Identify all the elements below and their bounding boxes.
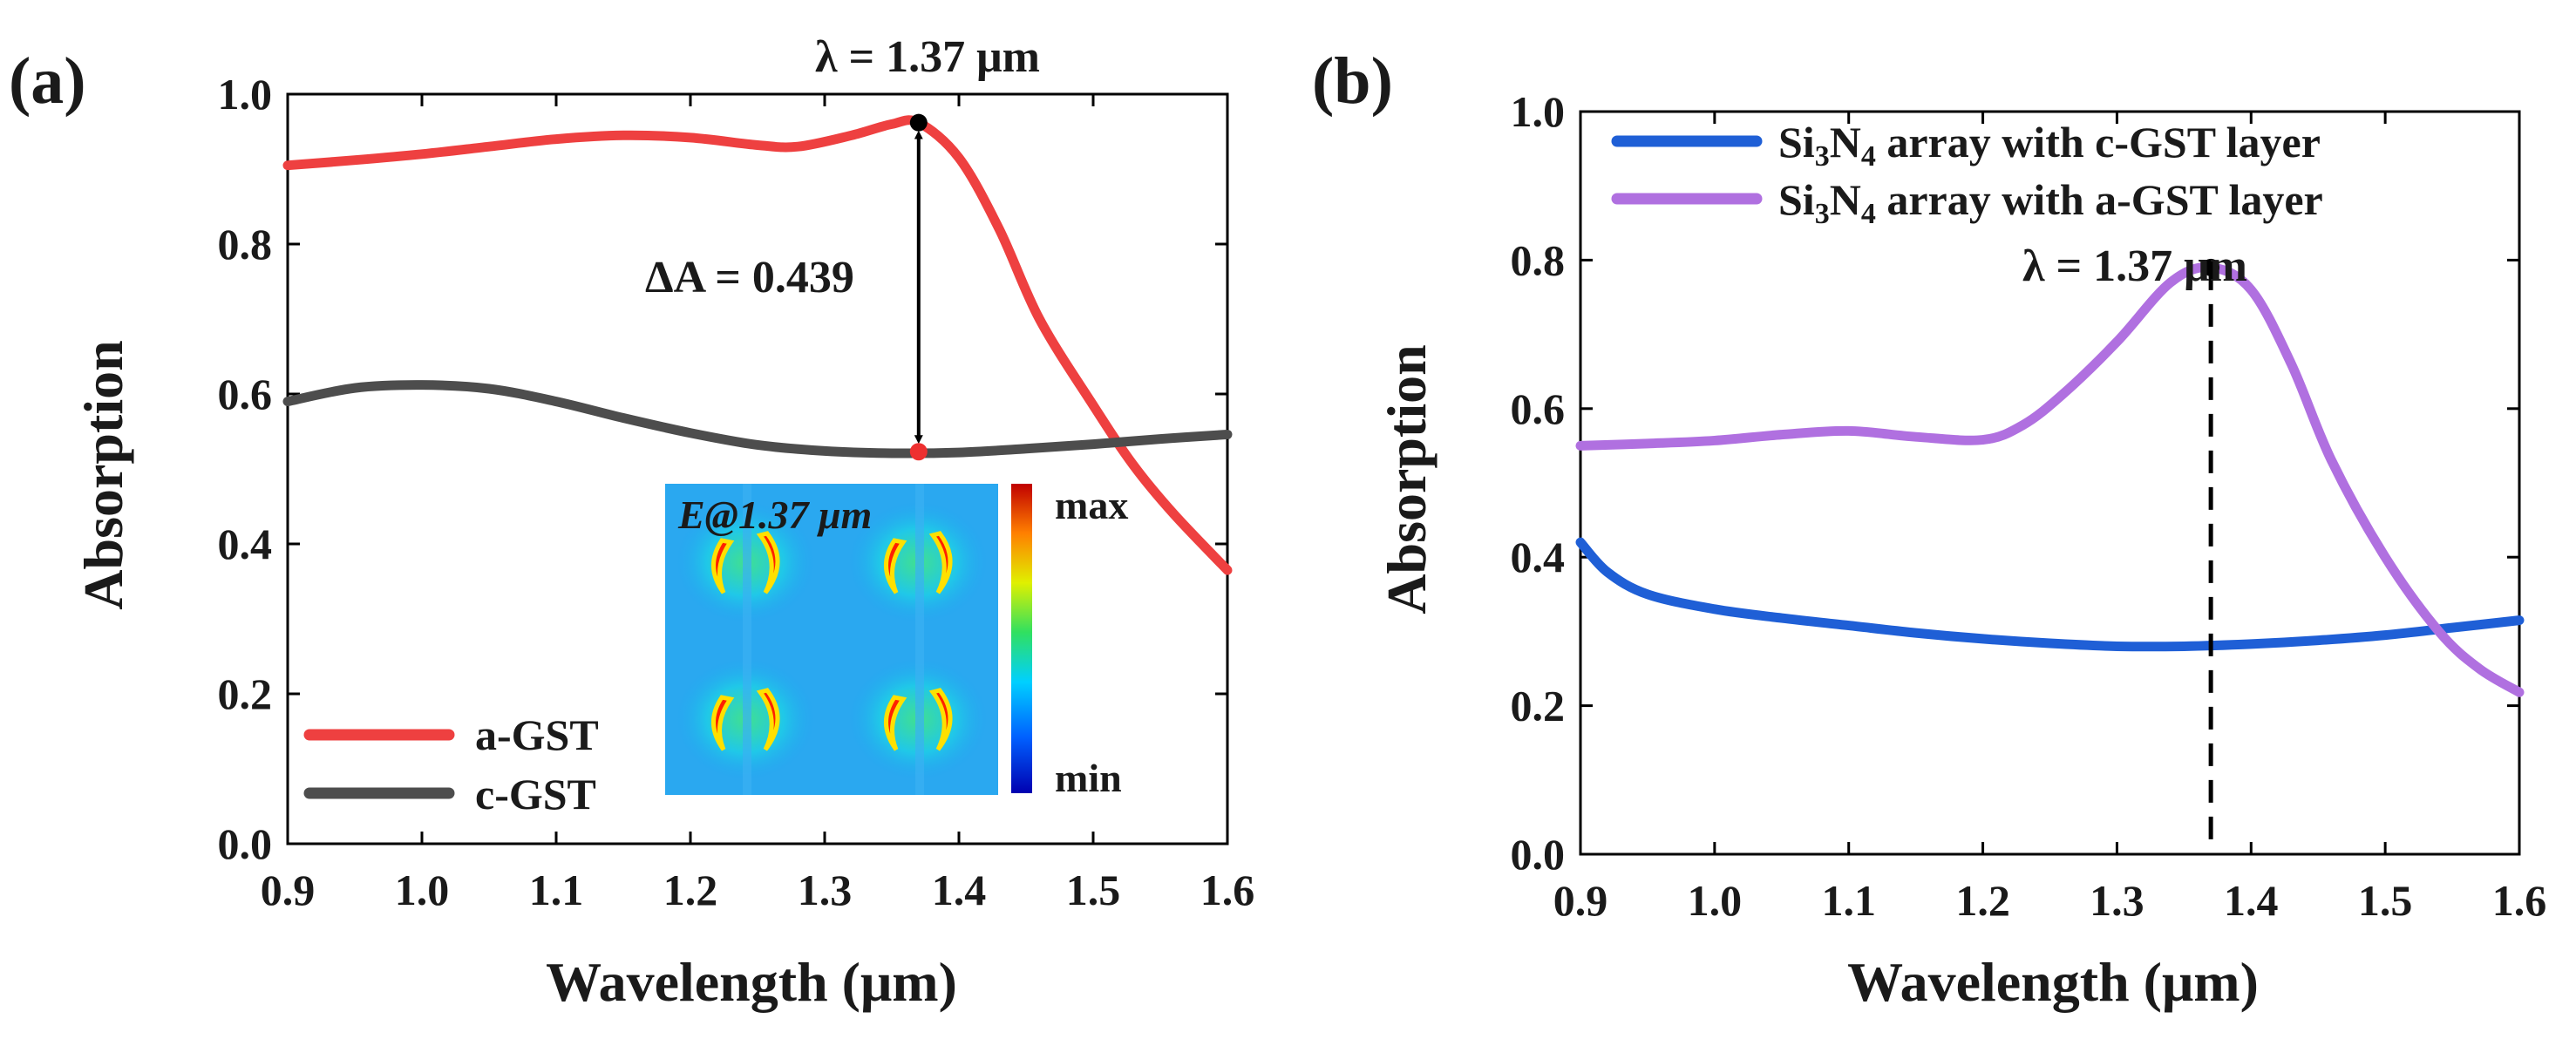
delta-a-label: ΔA = 0.439	[645, 253, 854, 302]
panel-b-xtick-label: 1.5	[2358, 876, 2413, 925]
panel-b-xtick-label: 0.9	[1553, 876, 1608, 925]
panel-b-xtick-label: 1.1	[1821, 876, 1876, 925]
panel-b-axes: 0.9 1.0 1.1 1.2 1.3 1.4 1.5 1.6 0.0 0.2 0.4 0.6 0.8 1…	[1511, 87, 2547, 925]
panel-a-frame	[286, 92, 1229, 845]
panel-b-xtick-label: 1.2	[1955, 876, 2010, 925]
inset-field-pattern	[676, 484, 988, 795]
inset-title: E@1.37 μm	[677, 492, 872, 537]
panel-b-xtick-label: 1.6	[2492, 876, 2547, 925]
inset-colorbar-max: max	[1055, 483, 1128, 527]
panel-a-lambda-label: λ = 1.37 μm	[815, 32, 1040, 82]
panel-a-series	[282, 115, 1233, 575]
panel-b-ytick-label: 0.6	[1511, 384, 1566, 433]
panel-a-xtick-label: 0.9	[261, 866, 316, 914]
panel-b-annotations: λ = 1.37 μm	[2022, 241, 2247, 854]
legend-label-a-gst-array: Si3N4 array with a-GST layer	[1778, 175, 2323, 230]
panel-b-ytick-label: 1.0	[1511, 87, 1566, 136]
panel-a-xtick-label: 1.2	[663, 866, 718, 914]
a-gst-array-peak-marker	[2202, 258, 2220, 276]
panel-a-xlabel: Wavelength (μm)	[546, 951, 957, 1013]
inset-colorbar-min: min	[1055, 756, 1122, 800]
panel-a: (a) 0.9 1.0 1.1 1.2 1.3 1.4 1.5 1.6 0.0 0.2 0.4 0.6…	[9, 32, 1254, 1013]
panel-b-frame	[1579, 110, 2521, 856]
field-inset: E@1.37 μm max min	[665, 483, 1128, 800]
panel-a-legend: a-GST c-GST	[303, 710, 599, 818]
panel-a-ytick-label: 0.6	[218, 370, 273, 418]
panel-a-xtick-label: 1.4	[932, 866, 987, 914]
panel-a-xtick-label: 1.1	[529, 866, 584, 914]
panel-a-annotations: λ = 1.37 μm ΔA = 0.439	[645, 32, 1040, 461]
panel-b-ylabel: Absorption	[1376, 344, 1438, 614]
panel-b-xtick-label: 1.0	[1688, 876, 1743, 925]
panel-a-label: (a)	[9, 44, 86, 118]
panel-a-ylabel: Absorption	[72, 340, 134, 609]
panel-a-series-line-1	[282, 380, 1233, 458]
legend-label-c-gst-array: Si3N4 array with c-GST layer	[1778, 118, 2321, 173]
panel-a-ytick-label: 0.4	[218, 520, 273, 568]
panel-b-label: (b)	[1312, 44, 1393, 118]
panel-a-ytick-label: 0.8	[218, 220, 273, 268]
panel-a-series-line-0	[282, 115, 1233, 575]
legend-label-a-gst: a-GST	[475, 710, 599, 759]
panel-b-series-line-0	[1575, 537, 2525, 652]
panel-b-xtick-label: 1.3	[2090, 876, 2144, 925]
panel-b-xlabel: Wavelength (μm)	[1847, 951, 2259, 1013]
c-gst-marker	[909, 443, 928, 461]
panel-b-series-line-1	[1575, 262, 2525, 697]
legend-label-c-gst: c-GST	[475, 770, 596, 818]
panel-b-ytick-label: 0.4	[1511, 533, 1566, 581]
panel-a-xtick-label: 1.5	[1066, 866, 1121, 914]
panel-a-xtick-label: 1.6	[1200, 866, 1255, 914]
panel-b-ytick-label: 0.0	[1511, 830, 1566, 879]
panel-a-ytick-label: 0.2	[218, 669, 273, 718]
inset-colorbar	[1011, 484, 1032, 793]
panel-b-series	[1575, 262, 2525, 697]
panel-b: (b) 0.9 1.0 1.1 1.2 1.3 1.4 1.5 1.6 0.0 0.2 0.4 0.6…	[1312, 44, 2546, 1013]
panel-a-xtick-label: 1.3	[798, 866, 853, 914]
panel-b-xtick-label: 1.4	[2224, 876, 2279, 925]
panel-a-ytick-label: 0.0	[218, 819, 273, 868]
panel-b-legend: Si3N4 array with c-GST layer Si3N4 array…	[1611, 118, 2323, 230]
panel-b-ytick-label: 0.8	[1511, 235, 1566, 284]
a-gst-peak-marker	[909, 113, 928, 132]
panel-b-ytick-label: 0.2	[1511, 682, 1566, 730]
panel-a-xtick-label: 1.0	[395, 866, 450, 914]
panel-a-ytick-label: 1.0	[218, 70, 273, 119]
panel-b-lambda-label: λ = 1.37 μm	[2022, 241, 2247, 291]
panel-a-axes: 0.9 1.0 1.1 1.2 1.3 1.4 1.5 1.6 0.0 0.2 0.4 0.6 0.8 1…	[218, 70, 1255, 914]
